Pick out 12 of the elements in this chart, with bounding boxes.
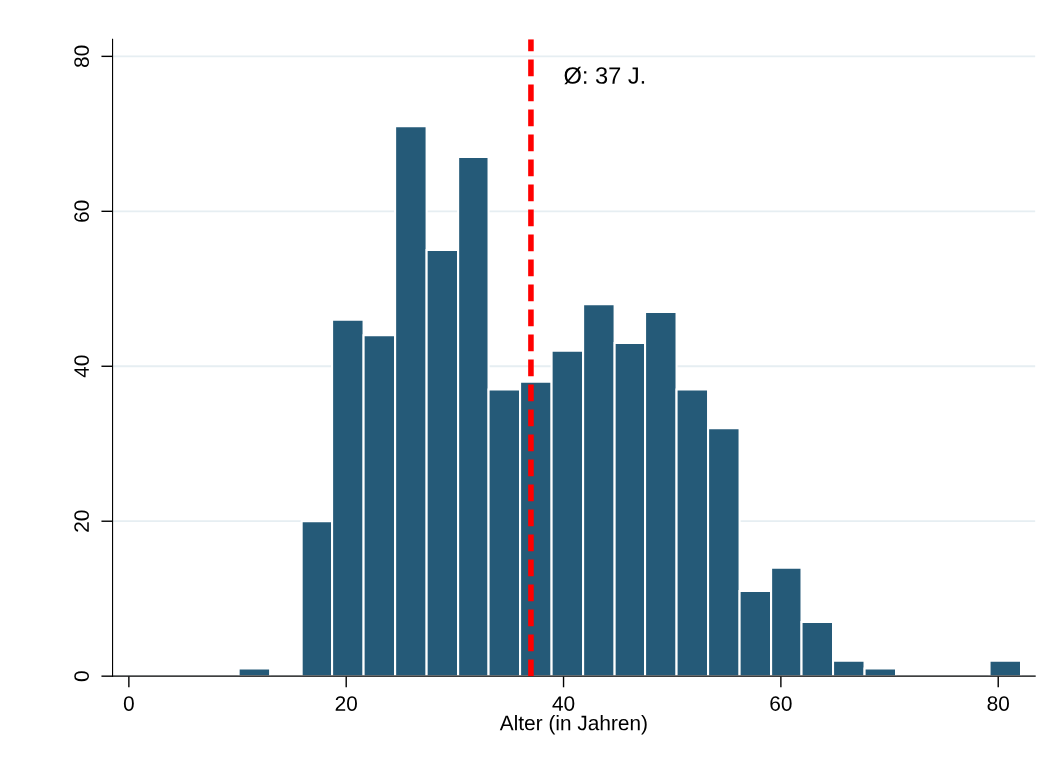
x-tick-label: 80 — [987, 696, 1009, 711]
x-tick-label: 60 — [770, 696, 792, 711]
x-tick-label: 40 — [552, 696, 575, 711]
y-tick-label: 60 — [74, 200, 89, 222]
x-tick-label: 20 — [335, 696, 357, 711]
x-axis-title: Alter (in Jahren) — [499, 715, 647, 735]
ref-line-label: Ø: 37 J. — [564, 66, 645, 85]
x-tick-label: 0 — [123, 696, 134, 711]
y-tick-label: 40 — [74, 355, 89, 378]
y-tick-label: 80 — [74, 45, 89, 68]
y-tick-label: 20 — [74, 510, 89, 532]
y-tick-label: 0 — [74, 671, 89, 682]
